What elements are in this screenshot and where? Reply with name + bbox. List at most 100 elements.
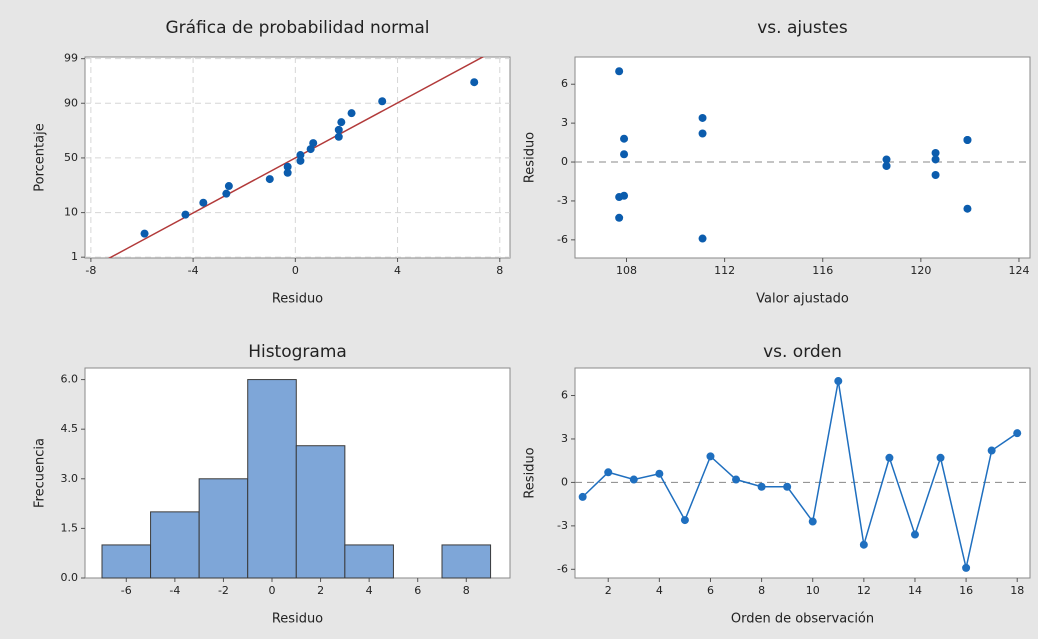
y-tick-label: 6: [561, 77, 568, 90]
y-tick-label: 0: [561, 155, 568, 168]
point: [620, 150, 629, 159]
point: [578, 492, 587, 501]
x-tick-label: 8: [758, 584, 765, 597]
point: [698, 113, 707, 122]
point: [963, 204, 972, 213]
x-tick-label: 116: [812, 264, 833, 277]
point: [181, 210, 190, 219]
x-tick-label: 8: [496, 264, 503, 277]
point: [296, 156, 305, 165]
point: [936, 453, 945, 462]
x-tick-label: 124: [1008, 264, 1029, 277]
bar: [247, 379, 297, 579]
y-tick-label: 0.0: [61, 571, 79, 584]
bar: [198, 478, 249, 579]
point: [655, 469, 664, 478]
point: [962, 563, 971, 572]
point: [296, 151, 305, 160]
y-tick-label: 1: [71, 250, 78, 263]
x-tick-label: -8: [85, 264, 96, 277]
x-tick-label: 6: [707, 584, 714, 597]
y-axis-title: Residuo: [523, 447, 538, 498]
point: [910, 530, 919, 539]
point: [309, 139, 318, 148]
point: [783, 482, 792, 491]
y-tick-label: 50: [64, 151, 78, 164]
panel: Gráfica de probabilidad normal Residuo Por…: [33, 18, 511, 307]
x-tick-label: 112: [714, 264, 735, 277]
y-tick-label: 3: [561, 432, 568, 445]
x-tick-label: 10: [806, 584, 820, 597]
point: [732, 475, 741, 484]
y-tick-label: 3: [561, 116, 568, 129]
bar: [101, 544, 152, 579]
point: [698, 129, 707, 138]
x-tick-label: 4: [394, 264, 401, 277]
point: [604, 468, 613, 477]
x-axis-title: Orden de observación: [731, 612, 874, 627]
y-axis-title: Frecuencia: [33, 438, 48, 508]
y-tick-label: 4.5: [61, 422, 79, 435]
point: [698, 234, 707, 243]
point: [334, 125, 343, 134]
panel: vs. orden Orden de observación Residuo 2 4 6 8…: [523, 342, 1031, 627]
plot-area: [574, 56, 1031, 259]
point: [306, 145, 315, 154]
panel: vs. ajustes Valor ajustado Residuo 108 112 11…: [523, 18, 1031, 307]
x-tick-label: 16: [959, 584, 973, 597]
x-tick-label: 120: [910, 264, 931, 277]
point: [199, 198, 208, 207]
x-tick-label: -4: [188, 264, 199, 277]
y-tick-label: -3: [557, 194, 568, 207]
x-tick-label: 0: [269, 584, 276, 597]
y-tick-label: 6: [561, 389, 568, 402]
point: [834, 377, 843, 386]
y-tick-label: 10: [64, 206, 78, 219]
x-tick-label: 108: [616, 264, 637, 277]
y-tick-label: 90: [64, 96, 78, 109]
bar: [150, 511, 200, 579]
point: [378, 97, 387, 106]
point: [334, 132, 343, 141]
x-tick-label: 14: [908, 584, 922, 597]
chart-title: Histograma: [248, 342, 347, 362]
x-tick-label: 4: [656, 584, 663, 597]
point: [140, 229, 149, 238]
y-tick-label: -3: [557, 519, 568, 532]
y-tick-label: -6: [557, 562, 568, 575]
x-tick-label: 4: [366, 584, 373, 597]
y-tick-label: 1.5: [61, 521, 79, 534]
y-axis-title: Residuo: [523, 132, 538, 183]
point: [224, 182, 233, 191]
point: [885, 453, 894, 462]
point: [615, 213, 624, 222]
point: [808, 517, 817, 526]
point: [629, 475, 638, 484]
panel: Histograma Residuo Frecuencia -6 -4 -2 0 2 4 6 8 0.…: [33, 342, 511, 627]
bar: [295, 445, 346, 579]
x-axis-title: Residuo: [272, 612, 323, 627]
point: [615, 67, 624, 76]
point: [222, 189, 231, 198]
point: [347, 109, 356, 118]
point: [882, 155, 891, 164]
chart-title: vs. orden: [763, 342, 842, 362]
x-tick-label: 2: [605, 584, 612, 597]
x-axis-title: Valor ajustado: [756, 292, 849, 307]
point: [283, 162, 292, 171]
x-tick-label: 12: [857, 584, 871, 597]
bar: [344, 544, 394, 579]
chart-title: Gráfica de probabilidad normal: [165, 18, 429, 38]
x-tick-label: -2: [218, 584, 229, 597]
chart-title: vs. ajustes: [757, 18, 848, 38]
point: [882, 161, 891, 170]
x-tick-label: 18: [1010, 584, 1024, 597]
y-tick-label: 0: [561, 475, 568, 488]
point: [337, 118, 346, 127]
point: [859, 540, 868, 549]
series-line: [582, 380, 1018, 569]
point: [931, 171, 940, 180]
x-tick-label: 0: [292, 264, 299, 277]
y-axis-title: Porcentaje: [33, 123, 48, 191]
